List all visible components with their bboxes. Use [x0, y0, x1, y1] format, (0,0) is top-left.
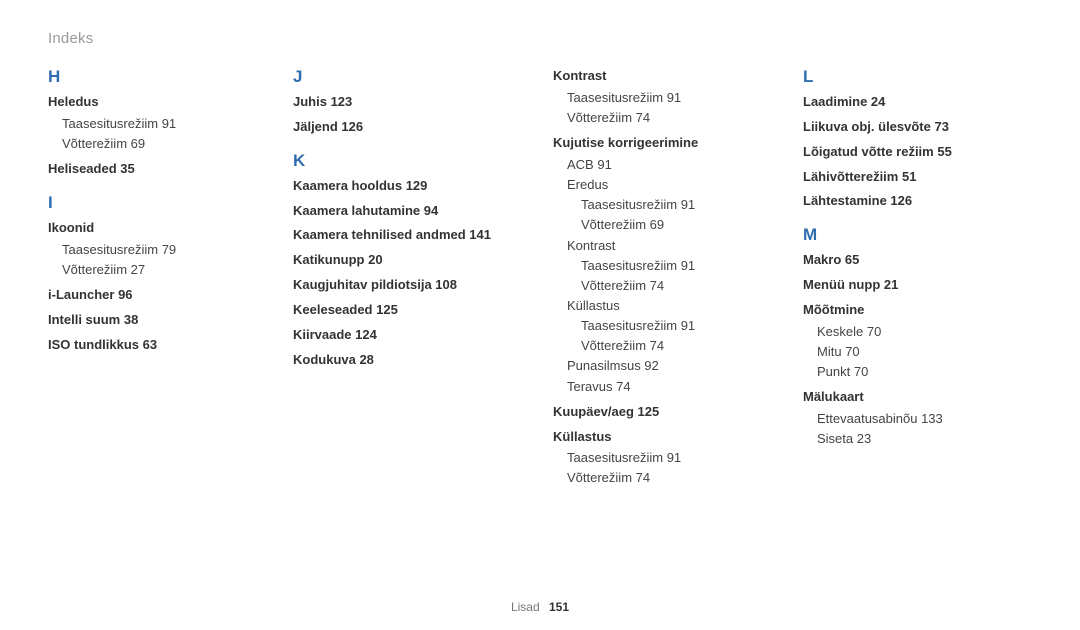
- index-entry: Lähtestamine 126: [803, 192, 1033, 211]
- index-entry: Kiirvaade 124: [293, 326, 553, 345]
- index-entry: Heliseaded 35: [48, 160, 293, 179]
- index-subentry: Keskele 70: [803, 322, 1033, 342]
- index-column: J Juhis 123 Jäljend 126 K Kaamera hooldus 12…: [293, 67, 553, 489]
- index-subentry: Punkt 70: [803, 362, 1033, 382]
- index-subentry: Kontrast: [553, 236, 803, 256]
- index-subsubentry: Taasesitusrežiim 91: [553, 256, 803, 276]
- index-letter: L: [803, 67, 1033, 87]
- index-subentry: ACB 91: [553, 155, 803, 175]
- index-entry: Lähivõtterežiim 51: [803, 168, 1033, 187]
- index-subsubentry: Võtterežiim 74: [553, 276, 803, 296]
- index-entry: Heledus: [48, 93, 293, 112]
- index-entry: Makro 65: [803, 251, 1033, 270]
- index-subentry: Taasesitusrežiim 91: [553, 88, 803, 108]
- index-entry: Kujutise korrigeerimine: [553, 134, 803, 153]
- index-entry: ISO tundlikkus 63: [48, 336, 293, 355]
- index-subentry: Taasesitusrežiim 91: [48, 114, 293, 134]
- index-entry: Intelli suum 38: [48, 311, 293, 330]
- page-header-title: Indeks: [48, 30, 1032, 47]
- index-entry: Kaugjuhitav pildiotsija 108: [293, 276, 553, 295]
- footer-page-number: 151: [549, 600, 569, 614]
- index-column: KontrastTaasesitusrežiim 91Võtterežiim 7…: [553, 67, 803, 489]
- index-subentry: Võtterežiim 74: [553, 468, 803, 488]
- index-entry: Kaamera lahutamine 94: [293, 202, 553, 221]
- index-subentry: Võtterežiim 27: [48, 260, 293, 280]
- index-column: L Laadimine 24 Liikuva obj. ülesvõte 73 Lõi…: [803, 67, 1033, 489]
- index-subentry: Eredus: [553, 175, 803, 195]
- page-footer: Lisad 151: [0, 600, 1080, 614]
- index-entry: Lõigatud võtte režiim 55: [803, 143, 1033, 162]
- index-subsubentry: Taasesitusrežiim 91: [553, 316, 803, 336]
- index-entry: Menüü nupp 21: [803, 276, 1033, 295]
- index-entry: Mõõtmine: [803, 301, 1033, 320]
- index-subsubentry: Võtterežiim 69: [553, 215, 803, 235]
- index-letter: J: [293, 67, 553, 87]
- index-entry: Katikunupp 20: [293, 251, 553, 270]
- footer-section: Lisad: [511, 600, 540, 614]
- index-subentry: Teravus 74: [553, 377, 803, 397]
- index-subsubentry: Võtterežiim 74: [553, 336, 803, 356]
- index-letter: I: [48, 193, 293, 213]
- index-entry: Kuupäev/aeg 125: [553, 403, 803, 422]
- index-entry: Küllastus: [553, 428, 803, 447]
- index-subentry: Küllastus: [553, 296, 803, 316]
- index-entry: Jäljend 126: [293, 118, 553, 137]
- index-letter: K: [293, 151, 553, 171]
- index-entry: Kontrast: [553, 67, 803, 86]
- index-subsubentry: Taasesitusrežiim 91: [553, 195, 803, 215]
- index-subentry: Võtterežiim 74: [553, 108, 803, 128]
- index-column: H Heledus Taasesitusrežiim 91Võtterežiim 6…: [48, 67, 293, 489]
- index-subentry: Punasilmsus 92: [553, 356, 803, 376]
- index-page: Indeks HHeledusTaasesitusrežiim 91Võtter…: [0, 0, 1080, 630]
- index-entry: Juhis 123: [293, 93, 553, 112]
- index-entry: Ikoonid: [48, 219, 293, 238]
- index-entry: Kodukuva 28: [293, 351, 553, 370]
- index-subentry: Ettevaatusabinõu 133: [803, 409, 1033, 429]
- index-subentry: Taasesitusrežiim 79: [48, 240, 293, 260]
- index-entry: i-Launcher 96: [48, 286, 293, 305]
- index-letter: H: [48, 67, 293, 87]
- index-entry: Keeleseaded 125: [293, 301, 553, 320]
- index-entry: Laadimine 24: [803, 93, 1033, 112]
- index-subentry: Taasesitusrežiim 91: [553, 448, 803, 468]
- index-columns: HHeledusTaasesitusrežiim 91Võtterežiim 6…: [48, 67, 1032, 489]
- index-entry: Kaamera tehnilised andmed 141: [293, 226, 553, 245]
- index-entry: Kaamera hooldus 129: [293, 177, 553, 196]
- index-entry: Liikuva obj. ülesvõte 73: [803, 118, 1033, 137]
- index-subentry: Võtterežiim 69: [48, 134, 293, 154]
- index-subentry: Siseta 23: [803, 429, 1033, 449]
- index-letter: M: [803, 225, 1033, 245]
- index-entry: Mälukaart: [803, 388, 1033, 407]
- index-subentry: Mitu 70: [803, 342, 1033, 362]
